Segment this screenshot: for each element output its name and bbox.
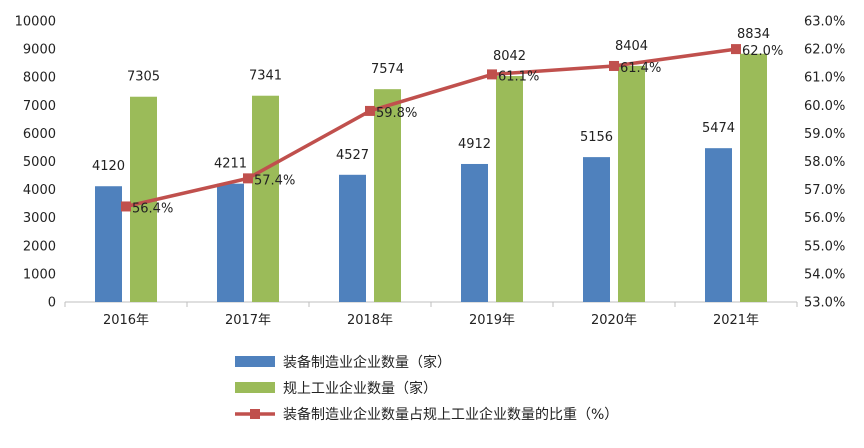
legend: 装备制造业企业数量（家） 规上工业企业数量（家） 装备制造业企业数量占规上工业企业数… — [235, 354, 618, 423]
x-tick-label: 2016年 — [103, 313, 149, 328]
y-left-tick-label: 2000 — [23, 239, 56, 254]
data-labels-layer: 4120 7305 4211 7341 4527 7574 4912 8042 5156 8404… — [92, 27, 783, 217]
bar-value-label: 8404 — [615, 39, 648, 54]
x-tick-label: 2017年 — [225, 313, 271, 328]
y-right-tick-label: 61.0% — [804, 71, 845, 86]
bar-equipment-manufacturing — [461, 163, 488, 302]
y-left-tick-label: 9000 — [23, 43, 56, 58]
y-right-tick-label: 55.0% — [804, 239, 845, 254]
y-left-tick-label: 0 — [48, 296, 56, 311]
bar-equipment-manufacturing — [217, 183, 244, 302]
y-right-tick-label: 62.0% — [804, 43, 845, 58]
bar-value-label: 4912 — [458, 137, 491, 152]
ratio-value-label: 56.4% — [132, 201, 173, 216]
y-right-tick-label: 58.0% — [804, 155, 845, 170]
bar-value-label: 8042 — [493, 49, 526, 64]
bar-value-label: 5474 — [702, 121, 735, 136]
x-tick-label: 2019年 — [469, 313, 515, 328]
y-left-tick-label: 7000 — [23, 99, 56, 114]
axes-layer: 0 1000 2000 3000 4000 5000 6000 7000 8000 9000 100… — [15, 15, 846, 329]
bar-value-label: 4120 — [92, 159, 125, 174]
bar-value-label: 8834 — [737, 27, 770, 42]
ratio-point — [365, 105, 375, 116]
legend-swatch-industrial — [235, 382, 275, 393]
y-left-tick-label: 4000 — [23, 183, 56, 198]
y-right-tick-label: 53.0% — [804, 296, 845, 311]
bar-industrial-enterprises — [740, 53, 767, 302]
bar-value-label: 7305 — [127, 70, 160, 85]
y-right-tick-label: 56.0% — [804, 211, 845, 226]
y-right-tick-label: 59.0% — [804, 127, 845, 142]
ratio-point — [609, 60, 619, 71]
bar-value-label: 4527 — [336, 148, 369, 163]
bar-value-label: 5156 — [580, 130, 613, 145]
y-right-tick-label: 54.0% — [804, 267, 845, 282]
x-tick-label: 2018年 — [347, 313, 393, 328]
y-left-tick-label: 3000 — [23, 211, 56, 226]
ratio-point — [731, 44, 741, 55]
bar-value-label: 4211 — [214, 157, 247, 172]
bar-equipment-manufacturing — [95, 186, 122, 302]
x-tick-label: 2020年 — [591, 313, 637, 328]
ratio-value-label: 57.4% — [254, 173, 295, 188]
y-left-tick-label: 8000 — [23, 71, 56, 86]
line-layer — [121, 44, 741, 212]
ratio-value-label: 59.8% — [376, 106, 417, 121]
y-left-tick-label: 6000 — [23, 127, 56, 142]
ratio-point — [243, 173, 253, 184]
legend-swatch-equipment — [235, 356, 275, 367]
bar-industrial-enterprises — [374, 89, 401, 303]
bar-industrial-enterprises — [496, 76, 523, 302]
y-left-tick-label: 10000 — [15, 15, 56, 30]
y-left-tick-label: 5000 — [23, 155, 56, 170]
bars-layer — [95, 53, 767, 303]
y-left-tick-label: 1000 — [23, 267, 56, 282]
y-right-tick-label: 57.0% — [804, 183, 845, 198]
y-right-tick-label: 63.0% — [804, 15, 845, 30]
ratio-value-label: 62.0% — [742, 44, 783, 59]
bar-value-label: 7574 — [371, 62, 404, 77]
ratio-point — [121, 201, 131, 212]
bar-value-label: 7341 — [249, 69, 282, 84]
x-tick-label: 2021年 — [713, 313, 759, 328]
ratio-point — [487, 69, 497, 80]
legend-label-industrial: 规上工业企业数量（家） — [283, 380, 437, 397]
ratio-line — [125, 47, 737, 209]
ratio-value-label: 61.1% — [498, 69, 539, 84]
ratio-value-label: 61.4% — [620, 61, 661, 76]
bar-equipment-manufacturing — [705, 148, 732, 302]
bar-industrial-enterprises — [618, 65, 645, 303]
bar-equipment-manufacturing — [583, 157, 610, 302]
legend-label-equipment: 装备制造业企业数量（家） — [283, 354, 451, 371]
bar-equipment-manufacturing — [339, 174, 366, 302]
legend-label-ratio: 装备制造业企业数量占规上工业企业数量的比重（%） — [283, 406, 618, 423]
y-right-tick-label: 60.0% — [804, 99, 845, 114]
bar-industrial-enterprises — [252, 95, 279, 303]
legend-marker-ratio — [250, 409, 260, 419]
